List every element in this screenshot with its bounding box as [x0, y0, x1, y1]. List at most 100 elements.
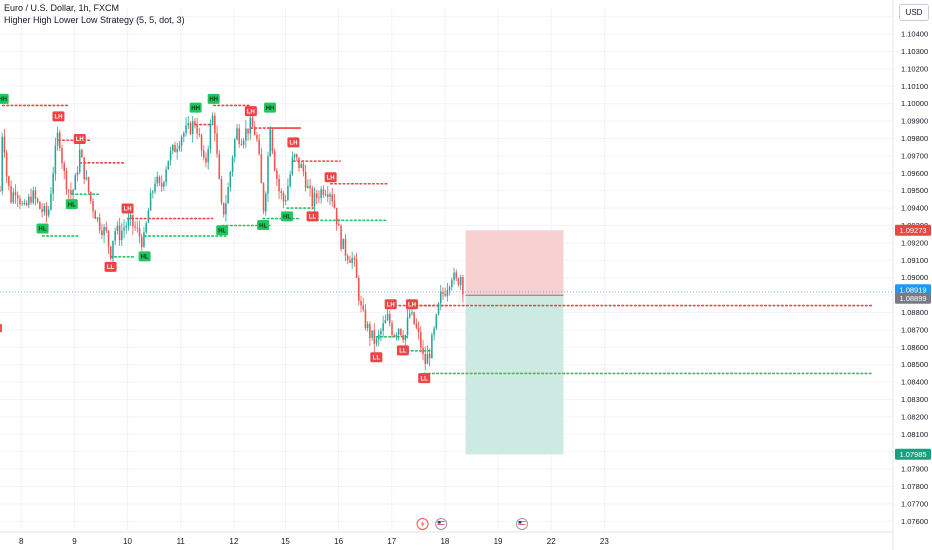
y-tick-label: 1.08100 [901, 430, 928, 439]
candle-body [397, 328, 400, 335]
time-axis[interactable]: 8 9 10 11 12 15 16 17 18 19 22 23 [0, 531, 893, 546]
candle-body [16, 195, 19, 199]
candle-body [320, 189, 322, 199]
candle-body [12, 192, 15, 203]
candle-body [329, 194, 331, 197]
candle-body [417, 327, 420, 332]
candle-body [45, 205, 48, 216]
swing-label-box [418, 373, 431, 384]
x-tick-label: 19 [494, 537, 503, 546]
candle-body [302, 163, 305, 172]
swing-label-box [73, 133, 86, 144]
candle-body [236, 128, 238, 140]
candle-body [324, 194, 327, 196]
candle-body [284, 200, 287, 202]
swing-label-text: LL [309, 215, 317, 221]
swing-label-hh: HH [0, 93, 9, 104]
swing-label-box [287, 137, 300, 148]
candle-body [23, 203, 26, 204]
candle-body [287, 186, 289, 201]
x-tick-label: 8 [19, 537, 24, 546]
take-profit-zone [465, 295, 564, 455]
candle-body [149, 192, 152, 211]
candle-body [256, 135, 258, 140]
lightning-icon [416, 518, 429, 530]
candle-body [260, 154, 263, 184]
candle-body [422, 347, 424, 355]
candle-body [342, 238, 345, 249]
candle-body [233, 139, 236, 158]
us-flag-icon [435, 518, 448, 530]
candle-body [442, 292, 444, 294]
candle-body [61, 148, 63, 164]
swing-label-hl: HL [257, 220, 270, 231]
candle-body [453, 272, 455, 281]
swing-label-box [52, 111, 65, 122]
swing-label-hl: HL [281, 211, 294, 222]
candle-body [194, 121, 196, 126]
swing-label-text: LL [399, 349, 407, 355]
candle-body [231, 157, 234, 173]
candle-body [200, 134, 203, 151]
candle-body [391, 323, 393, 335]
candle-body [459, 276, 462, 285]
swing-label-text: HL [68, 202, 76, 208]
flag-canton [437, 521, 441, 524]
candle-body [278, 179, 280, 192]
price-label-box [895, 448, 931, 460]
candle-body [404, 335, 407, 341]
candle-body [74, 175, 77, 190]
candle-body [87, 177, 90, 192]
candle-body [147, 210, 150, 223]
candle-body [32, 190, 34, 203]
candle-body [380, 330, 382, 335]
candle-body [313, 193, 316, 207]
candle-body [39, 201, 41, 209]
candle-body [54, 145, 57, 174]
candle-body [211, 115, 214, 124]
position-zones[interactable] [465, 230, 564, 455]
us-flag-icon-circle [515, 518, 528, 530]
price-axis[interactable]: 1.076001.077001.078001.079001.080001.081… [892, 0, 931, 550]
candle-body [25, 203, 28, 206]
flag-stripe [518, 521, 526, 522]
swing-label-box [216, 225, 229, 236]
candle-body [114, 230, 116, 241]
y-tick-label: 1.09900 [901, 117, 928, 126]
candle-body [72, 189, 74, 194]
swing-label-box [36, 223, 49, 234]
price-label-box [895, 224, 931, 236]
swing-label-box [370, 352, 383, 363]
candles [0, 109, 464, 371]
candle-body [123, 227, 125, 231]
candle-body [65, 171, 68, 190]
candle-body [0, 190, 1, 192]
flag-stripe [437, 525, 445, 527]
candle-body [400, 328, 402, 336]
candle-body [413, 312, 415, 324]
candle-body [96, 217, 99, 219]
currency-button[interactable]: USD [899, 4, 929, 21]
candle-body [169, 150, 172, 161]
candle-body [81, 149, 83, 158]
left-edge-marker [0, 324, 2, 333]
candle-body [251, 117, 254, 127]
swing-label-text: LH [54, 115, 62, 121]
candle-body [185, 125, 187, 134]
swing-label-text: LL [421, 376, 429, 382]
price-label-text: 1.07985 [899, 450, 926, 459]
swing-label-text: LH [387, 302, 395, 308]
event-icons[interactable] [416, 518, 528, 530]
candle-body [420, 331, 422, 348]
candle-body [216, 133, 218, 154]
gridlines [0, 8, 893, 530]
candle-body [331, 194, 333, 202]
candle-body [307, 185, 309, 188]
y-tick-label: 1.09000 [901, 273, 928, 282]
candle-body [207, 149, 209, 163]
candle-body [116, 225, 119, 231]
candle-body [222, 202, 225, 215]
x-tick-label: 16 [334, 537, 343, 546]
candle-body [220, 178, 223, 203]
